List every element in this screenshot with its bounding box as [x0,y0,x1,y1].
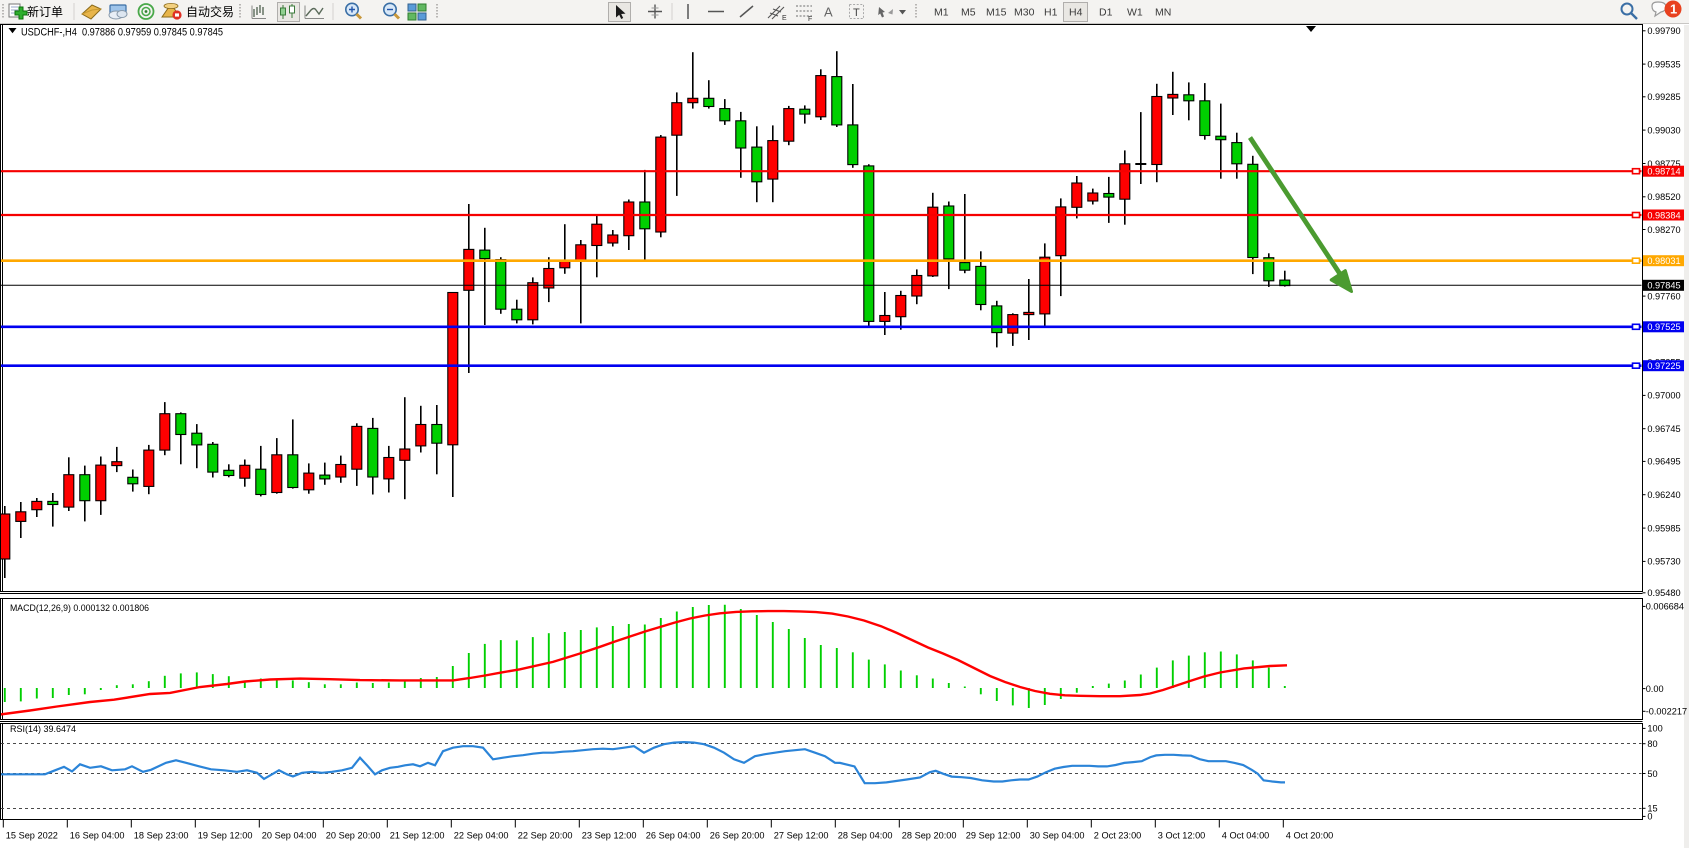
svg-text:0.99030: 0.99030 [1647,125,1680,135]
svg-text:22 Sep 04:00: 22 Sep 04:00 [454,831,509,841]
svg-text:H4: H4 [1069,7,1083,19]
svg-text:15: 15 [1647,804,1657,814]
svg-text:19 Sep 12:00: 19 Sep 12:00 [198,831,253,841]
svg-text:20 Sep 04:00: 20 Sep 04:00 [262,831,317,841]
svg-text:M5: M5 [961,7,976,19]
svg-text:100: 100 [1647,724,1662,734]
svg-text:0.97525: 0.97525 [1647,322,1680,332]
svg-text:T: T [853,7,860,19]
svg-text:23 Sep 12:00: 23 Sep 12:00 [582,831,637,841]
svg-text:0.96745: 0.96745 [1647,424,1680,434]
svg-text:0.95985: 0.95985 [1647,523,1680,533]
svg-text:0.98775: 0.98775 [1647,159,1680,169]
svg-text:0: 0 [1647,812,1652,822]
svg-text:MN: MN [1155,7,1171,19]
svg-text:80: 80 [1647,739,1657,749]
svg-text:M1: M1 [934,7,949,19]
svg-text:M30: M30 [1014,7,1035,19]
svg-text:E: E [782,15,787,22]
svg-text:M15: M15 [986,7,1007,19]
svg-text:0.96495: 0.96495 [1647,457,1680,467]
svg-text:RSI(14) 39.6474: RSI(14) 39.6474 [10,724,77,735]
svg-text:0.95480: 0.95480 [1647,588,1680,598]
svg-text:W1: W1 [1127,7,1143,19]
svg-text:0.97000: 0.97000 [1647,391,1680,401]
svg-text:D1: D1 [1099,7,1113,19]
svg-text:0.00: 0.00 [1646,684,1664,694]
svg-text:0.98031: 0.98031 [1647,256,1680,266]
svg-text:0.97845: 0.97845 [1647,281,1680,291]
svg-text:MACD(12,26,9) 0.000132 0.00180: MACD(12,26,9) 0.000132 0.001806 [10,603,149,614]
svg-text:0.006684: 0.006684 [1646,602,1684,612]
svg-text:22 Sep 20:00: 22 Sep 20:00 [518,831,573,841]
svg-text:30 Sep 04:00: 30 Sep 04:00 [1030,831,1085,841]
svg-text:28 Sep 20:00: 28 Sep 20:00 [902,831,957,841]
svg-text:0.98270: 0.98270 [1647,225,1680,235]
svg-text:自动交易: 自动交易 [186,4,234,19]
svg-text:16 Sep 04:00: 16 Sep 04:00 [70,831,125,841]
svg-text:27 Sep 12:00: 27 Sep 12:00 [774,831,829,841]
svg-text:2 Oct 23:00: 2 Oct 23:00 [1094,831,1142,841]
svg-text:H1: H1 [1044,7,1058,19]
svg-text:0.97760: 0.97760 [1647,291,1680,301]
svg-text:21 Sep 12:00: 21 Sep 12:00 [390,831,445,841]
svg-text:A: A [824,5,833,20]
svg-text:4 Oct 04:00: 4 Oct 04:00 [1222,831,1270,841]
svg-text:0.99285: 0.99285 [1647,92,1680,102]
svg-text:15 Sep 2022: 15 Sep 2022 [6,831,58,841]
svg-text:新订单: 新订单 [27,4,63,19]
svg-text:1: 1 [1670,2,1677,17]
svg-text:0.96240: 0.96240 [1647,490,1680,500]
svg-text:26 Sep 20:00: 26 Sep 20:00 [710,831,765,841]
svg-text:0.98384: 0.98384 [1647,210,1680,220]
svg-text:0.98520: 0.98520 [1647,192,1680,202]
svg-text:0.95730: 0.95730 [1647,557,1680,567]
svg-text:29 Sep 12:00: 29 Sep 12:00 [966,831,1021,841]
svg-text:3 Oct 12:00: 3 Oct 12:00 [1158,831,1206,841]
svg-text:28 Sep 04:00: 28 Sep 04:00 [838,831,893,841]
svg-text:18 Sep 23:00: 18 Sep 23:00 [134,831,189,841]
svg-text:4 Oct 20:00: 4 Oct 20:00 [1286,831,1334,841]
svg-text:50: 50 [1647,769,1657,779]
svg-text:0.99535: 0.99535 [1647,59,1680,69]
svg-text:0.98714: 0.98714 [1647,167,1680,177]
svg-text:F: F [808,16,812,23]
svg-text:USDCHF-,H4 0.97886 0.97959 0.: USDCHF-,H4 0.97886 0.97959 0.97845 0.978… [21,26,223,38]
svg-text:0.99790: 0.99790 [1647,26,1680,36]
svg-text:-0.002217: -0.002217 [1646,707,1687,717]
svg-text:26 Sep 04:00: 26 Sep 04:00 [646,831,701,841]
svg-text:20 Sep 20:00: 20 Sep 20:00 [326,831,381,841]
svg-text:0.97225: 0.97225 [1647,361,1680,371]
